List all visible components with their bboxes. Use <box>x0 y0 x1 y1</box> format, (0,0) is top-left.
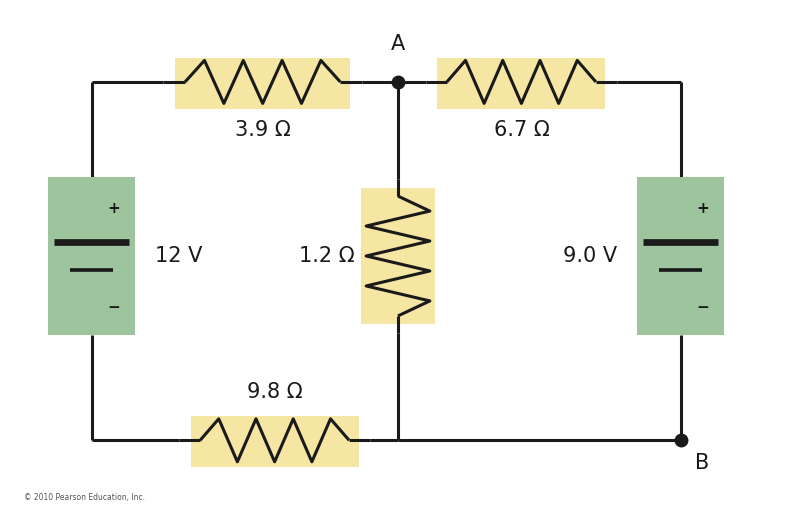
Text: 3.9 Ω: 3.9 Ω <box>235 120 291 140</box>
Bar <box>48 177 135 335</box>
Bar <box>437 58 606 109</box>
Text: B: B <box>695 453 709 473</box>
Bar <box>190 416 359 467</box>
Bar <box>361 188 435 324</box>
Text: −: − <box>107 300 120 315</box>
Text: 12 V: 12 V <box>155 246 203 266</box>
Bar <box>175 58 350 109</box>
Text: 9.0 V: 9.0 V <box>563 246 617 266</box>
Text: 9.8 Ω: 9.8 Ω <box>247 382 302 402</box>
Text: +: + <box>696 201 709 216</box>
Text: 1.2 Ω: 1.2 Ω <box>298 246 354 266</box>
Text: −: − <box>696 300 709 315</box>
Text: A: A <box>391 34 405 54</box>
Text: +: + <box>107 201 120 216</box>
Bar <box>637 177 724 335</box>
Text: © 2010 Pearson Education, Inc.: © 2010 Pearson Education, Inc. <box>24 493 145 502</box>
Text: 6.7 Ω: 6.7 Ω <box>494 120 549 140</box>
